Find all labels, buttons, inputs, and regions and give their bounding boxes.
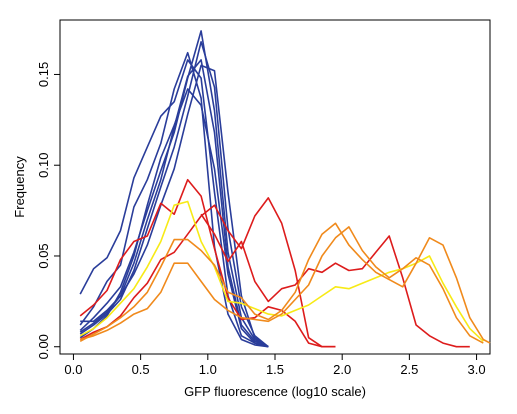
x-axis-label: GFP fluorescence (log10 scale) [184,384,366,399]
series-line-1 [79,59,269,348]
y-axis-label: Frequency [12,156,27,218]
series-line-2 [79,51,269,348]
series-line-6 [80,64,269,348]
x-tick-label: 2.5 [400,362,418,377]
x-tick-label: 2.0 [333,362,351,377]
series-line-10 [200,213,470,348]
x-tick-label: 3.0 [468,362,486,377]
x-axis: 0.0 0.5 1.0 1.5 2.0 2.5 3.0 [64,354,486,377]
y-tick-label: 0.00 [36,334,51,359]
y-tick-label: 0.05 [36,243,51,268]
y-axis: 0.00 0.05 0.10 0.15 [36,62,60,359]
series-line-9 [79,197,336,348]
series-line-8 [79,178,336,348]
plot-frame [59,19,491,355]
x-tick-label: 1.5 [266,362,284,377]
series-line-7 [79,88,269,348]
x-tick-label: 1.0 [199,362,217,377]
x-tick-label: 0.0 [64,362,82,377]
x-tick-label: 0.5 [132,362,150,377]
y-tick-label: 0.15 [36,62,51,87]
y-tick-label: 0.10 [36,153,51,178]
series-layer [79,30,491,348]
series-line-12 [79,222,491,344]
series-line-13 [79,226,484,344]
